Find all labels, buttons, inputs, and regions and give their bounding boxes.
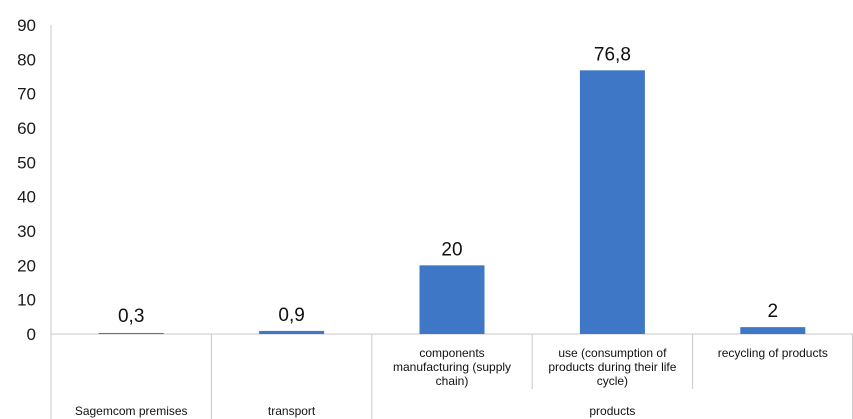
y-tick-label: 70 <box>17 85 36 104</box>
y-tick-label: 40 <box>17 188 36 207</box>
data-label: 0,3 <box>118 306 144 327</box>
data-label: 0,9 <box>278 305 304 326</box>
data-label: 76,8 <box>594 44 631 65</box>
axes <box>50 25 853 419</box>
category-label: components manufacturing (supply chain) <box>393 346 511 388</box>
category-label: recycling of products <box>718 346 828 360</box>
y-tick-label: 50 <box>17 153 36 172</box>
bar <box>98 332 164 334</box>
y-tick-label: 10 <box>17 291 36 310</box>
data-label: 2 <box>768 301 779 322</box>
group-label: Sagemcom premises <box>75 404 188 418</box>
category-labels: components manufacturing (supply chain) use… <box>393 346 828 388</box>
group-label: products <box>589 404 635 418</box>
group-label: transport <box>268 404 316 418</box>
data-label: 20 <box>441 239 462 260</box>
group-labels: Sagemcom premises transport products <box>75 404 636 418</box>
y-tick-label: 90 <box>17 16 36 35</box>
y-tick-label: 80 <box>17 50 36 69</box>
y-tick-label: 30 <box>17 222 36 241</box>
y-tick-label: 60 <box>17 119 36 138</box>
y-tick-label: 20 <box>17 256 36 275</box>
bar <box>419 265 485 334</box>
y-axis-ticks: 0 10 20 30 40 50 60 70 80 90 <box>17 16 36 344</box>
y-tick-label: 0 <box>27 325 36 344</box>
bar <box>259 330 325 334</box>
bars <box>98 70 806 334</box>
bar <box>740 327 806 334</box>
category-label: use (consumption of products during their… <box>548 346 676 388</box>
data-labels: 0,3 0,9 20 76,8 2 <box>118 44 778 327</box>
bar <box>579 70 645 334</box>
